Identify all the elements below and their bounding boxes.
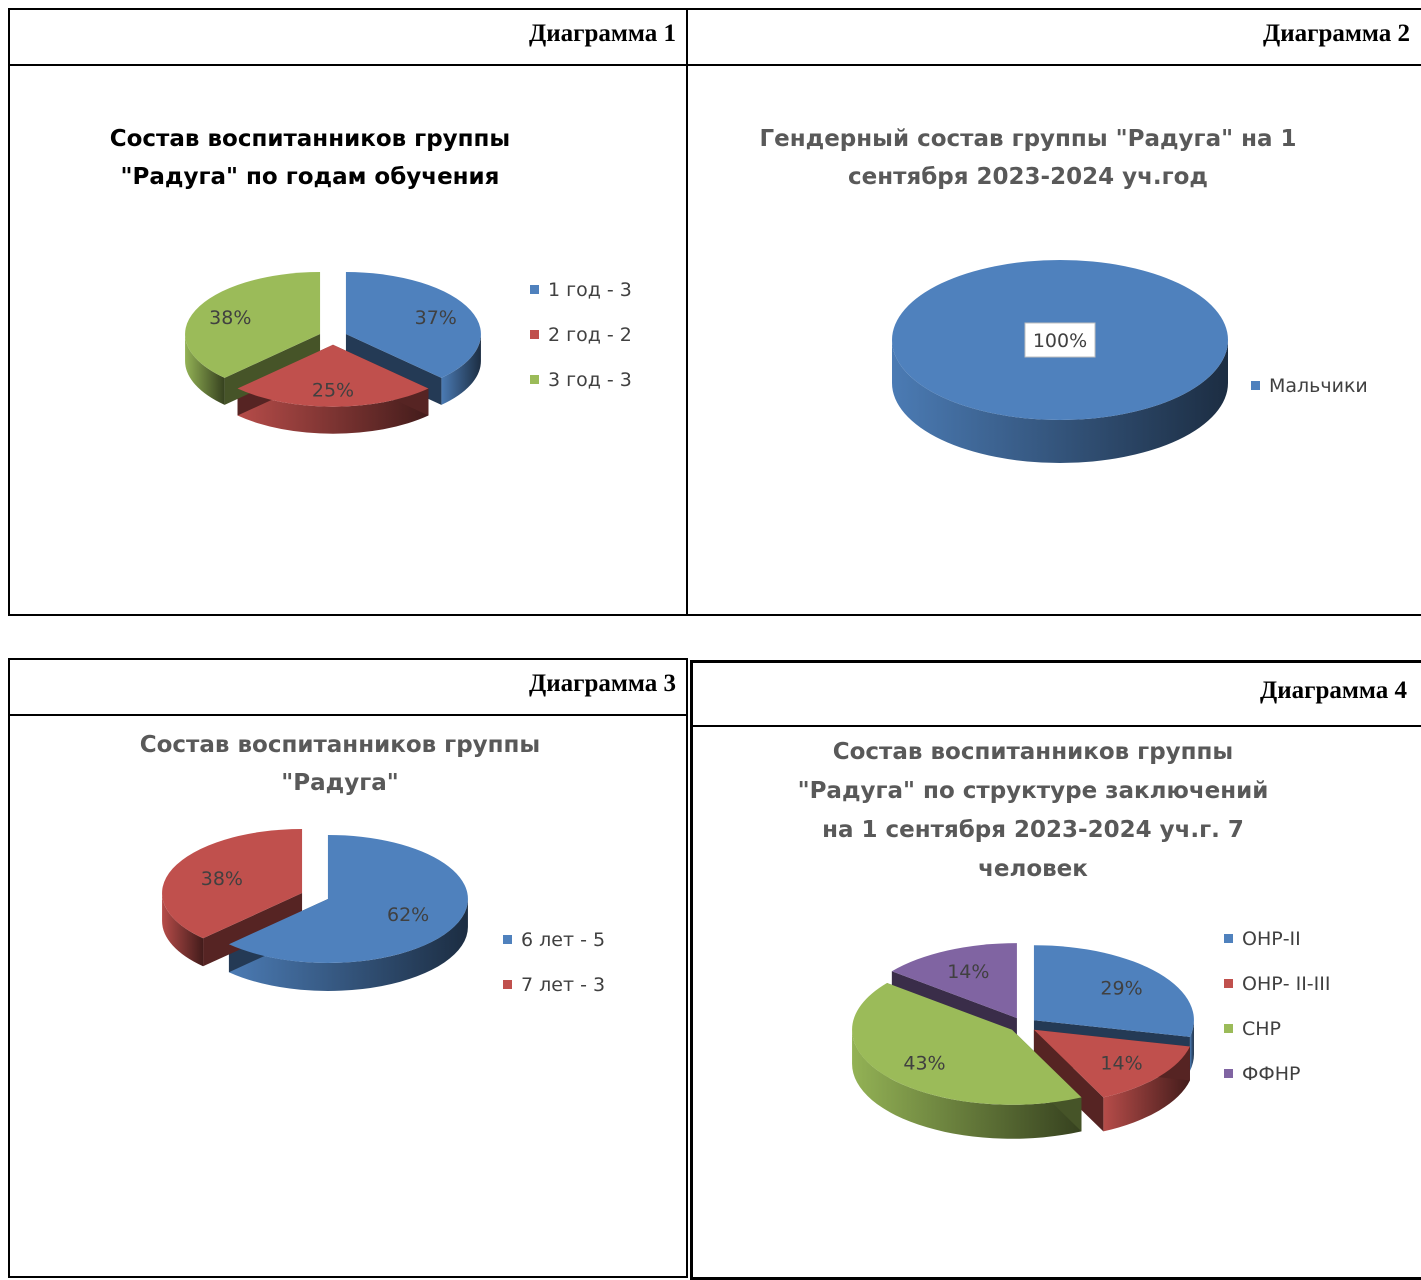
legend-label: 6 лет - 5 <box>521 928 606 951</box>
chart-4-title-line: человек <box>978 856 1088 882</box>
legend-label: 3 год - 3 <box>548 368 632 391</box>
pie-slice <box>237 344 429 407</box>
chart-1-pie: 37% 25% 38% <box>185 272 481 434</box>
data-label: 43% <box>903 1053 945 1075</box>
legend-item: 1 год - 3 <box>530 267 632 312</box>
legend-label: ОНР-II <box>1242 927 1301 950</box>
chart-2-pie: 100% <box>892 260 1228 463</box>
data-label: 100% <box>1033 330 1087 352</box>
pie-slice <box>1033 945 1194 1037</box>
chart-4-title-line: "Радуга" по структуре заключений <box>797 778 1269 804</box>
legend-item: 3 год - 3 <box>530 357 632 402</box>
legend-label: Мальчики <box>1269 374 1368 397</box>
pie-slice-side <box>441 334 481 405</box>
chart-1-title-line: "Радуга" по годам обучения <box>120 164 500 190</box>
legend-swatch <box>1224 1069 1233 1078</box>
data-label: 29% <box>1100 977 1142 999</box>
legend-label: 7 лет - 3 <box>521 973 606 996</box>
chart-2-title-line: сентября 2023-2024 уч.год <box>847 164 1208 190</box>
chart-1-title: Состав воспитанников группы "Радуга" по … <box>50 120 570 196</box>
pie-tops <box>852 943 1194 1105</box>
pie-slice <box>345 272 481 378</box>
data-label: 14% <box>1100 1053 1142 1075</box>
chart-4-title-line: на 1 сентября 2023-2024 уч.г. 7 <box>822 817 1244 843</box>
chart-1-legend: 1 год - 3 2 год - 2 3 год - 3 <box>530 267 632 402</box>
panel-4-header-label: Диаграмма 4 <box>1260 677 1407 704</box>
pie-tops <box>185 272 481 407</box>
panel-3-header: Диаграмма 3 <box>10 660 686 716</box>
pie-slice <box>852 983 1082 1105</box>
panel-4-header: Диаграмма 4 <box>693 663 1421 727</box>
legend-item: ОНР-II <box>1224 916 1330 961</box>
pie-slice-side <box>852 1029 1082 1139</box>
legend-swatch <box>503 980 512 989</box>
legend-swatch <box>1224 934 1233 943</box>
pie-slice-side <box>237 388 429 434</box>
legend-swatch <box>530 285 539 294</box>
pie-slice <box>185 272 321 378</box>
data-label: 14% <box>947 961 989 983</box>
chart-4-title: Состав воспитанников группы "Радуга" по … <box>753 733 1313 889</box>
pie-slice-side <box>185 334 225 405</box>
pie-slice-side <box>892 340 1228 463</box>
pie-slice-side <box>162 893 204 967</box>
chart-3-legend: 6 лет - 5 7 лет - 3 <box>503 917 605 1007</box>
chart-1-title-line: Состав воспитанников группы <box>109 126 511 152</box>
panel-4: Диаграмма 4 Состав воспитанников группы … <box>690 660 1421 1280</box>
legend-swatch <box>503 935 512 944</box>
legend-label: 1 год - 3 <box>548 278 632 301</box>
legend-label: СНР <box>1242 1017 1282 1040</box>
chart-3-title-line: "Радуга" <box>281 770 399 796</box>
data-label: 38% <box>209 307 251 329</box>
chart-2-title: Гендерный состав группы "Радуга" на 1 се… <box>728 120 1328 196</box>
panel-2-header-label: Диаграмма 2 <box>1263 20 1410 47</box>
data-label: 38% <box>201 868 243 890</box>
pie-tops <box>162 829 468 963</box>
panel-2: Диаграмма 2 Гендерный состав группы "Рад… <box>686 8 1421 616</box>
panel-1-header: Диаграмма 1 <box>10 10 686 66</box>
pie-slice-side <box>1189 1020 1194 1071</box>
chart-3-title-line: Состав воспитанников группы <box>139 732 541 758</box>
data-label: 37% <box>415 307 457 329</box>
chart-3-title: Состав воспитанников группы "Радуга" <box>90 726 590 802</box>
pie-slice <box>891 943 1017 1019</box>
pie-slice <box>228 834 468 963</box>
legend-swatch <box>530 375 539 384</box>
data-label: 25% <box>312 379 354 401</box>
legend-item: ОНР- II-III <box>1224 961 1330 1006</box>
pie-slice <box>162 829 303 939</box>
pie-slice <box>1033 1029 1190 1098</box>
chart-4-legend: ОНР-II ОНР- II-III СНР ФФНР <box>1224 916 1330 1096</box>
chart-4-pie: 29% 14% 43% 14% <box>852 943 1194 1139</box>
legend-item: 2 год - 2 <box>530 312 632 357</box>
legend-item: 6 лет - 5 <box>503 917 605 962</box>
data-label: 62% <box>387 904 429 926</box>
chart-4-title-line: Состав воспитанников группы <box>832 739 1234 765</box>
panel-3-header-label: Диаграмма 3 <box>529 670 676 697</box>
legend-label: 2 год - 2 <box>548 323 632 346</box>
legend-swatch <box>1251 381 1260 390</box>
legend-item: Мальчики <box>1251 363 1368 408</box>
pie-slice-cut <box>203 893 303 967</box>
pie-slice-side <box>1103 1046 1190 1132</box>
pie-slice-cut <box>1033 1029 1104 1132</box>
panel-1-header-label: Диаграмма 1 <box>529 20 676 47</box>
data-label-box <box>1024 322 1096 358</box>
chart-3-pie: 62% 38% <box>162 829 468 991</box>
pie-slice-side <box>228 898 468 991</box>
chart-2-legend: Мальчики <box>1251 363 1368 408</box>
legend-label: ОНР- II-III <box>1242 972 1331 995</box>
legend-item: 7 лет - 3 <box>503 962 605 1007</box>
legend-item: СНР <box>1224 1006 1330 1051</box>
legend-swatch <box>1224 1024 1233 1033</box>
panel-3: Диаграмма 3 Состав воспитанников группы … <box>8 658 688 1278</box>
panel-2-header: Диаграмма 2 <box>688 10 1421 66</box>
legend-swatch <box>530 330 539 339</box>
legend-swatch <box>1224 979 1233 988</box>
legend-item: ФФНР <box>1224 1051 1330 1096</box>
pie-sides <box>892 340 1228 463</box>
panel-1: Диаграмма 1 Состав воспитанников группы … <box>8 8 688 616</box>
chart-2-title-line: Гендерный состав группы "Радуга" на 1 <box>759 126 1297 152</box>
legend-label: ФФНР <box>1242 1062 1301 1085</box>
